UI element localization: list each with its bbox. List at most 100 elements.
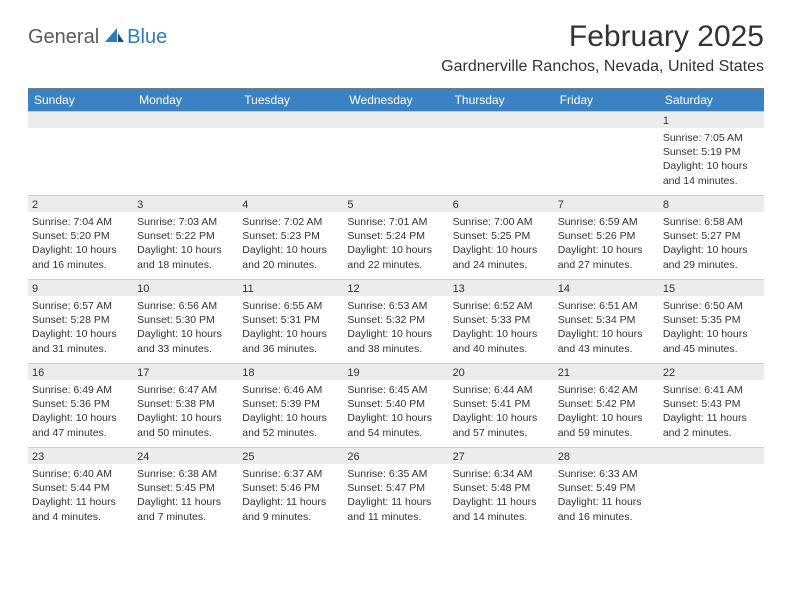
sunrise-text: Sunrise: 6:45 AM	[347, 383, 444, 397]
sunrise-text: Sunrise: 7:05 AM	[663, 131, 760, 145]
sunset-text: Sunset: 5:42 PM	[558, 397, 655, 411]
sunset-text: Sunset: 5:36 PM	[32, 397, 129, 411]
daylight-text: Daylight: 10 hours and 36 minutes.	[242, 327, 339, 355]
sunset-text: Sunset: 5:35 PM	[663, 313, 760, 327]
day-cell: 10Sunrise: 6:56 AMSunset: 5:30 PMDayligh…	[133, 279, 238, 363]
sunrise-text: Sunrise: 6:33 AM	[558, 467, 655, 481]
day-number: 9	[28, 279, 133, 296]
day-number: 1	[659, 111, 764, 128]
sunset-text: Sunset: 5:49 PM	[558, 481, 655, 495]
day-cell: 7Sunrise: 6:59 AMSunset: 5:26 PMDaylight…	[554, 195, 659, 279]
sunset-text: Sunset: 5:23 PM	[242, 229, 339, 243]
day-number: 11	[238, 279, 343, 296]
daylight-text: Daylight: 10 hours and 52 minutes.	[242, 411, 339, 439]
daylight-text: Daylight: 10 hours and 24 minutes.	[453, 243, 550, 271]
day-cell: 25Sunrise: 6:37 AMSunset: 5:46 PMDayligh…	[238, 447, 343, 531]
daylight-text: Daylight: 11 hours and 9 minutes.	[242, 495, 339, 523]
sunset-text: Sunset: 5:26 PM	[558, 229, 655, 243]
day-number: 10	[133, 279, 238, 296]
day-cell	[133, 111, 238, 195]
day-cell: 5Sunrise: 7:01 AMSunset: 5:24 PMDaylight…	[343, 195, 448, 279]
day-cell: 24Sunrise: 6:38 AMSunset: 5:45 PMDayligh…	[133, 447, 238, 531]
daylight-text: Daylight: 10 hours and 40 minutes.	[453, 327, 550, 355]
day-cell: 4Sunrise: 7:02 AMSunset: 5:23 PMDaylight…	[238, 195, 343, 279]
daylight-text: Daylight: 10 hours and 59 minutes.	[558, 411, 655, 439]
daylight-text: Daylight: 10 hours and 47 minutes.	[32, 411, 129, 439]
week-row: 2Sunrise: 7:04 AMSunset: 5:20 PMDaylight…	[28, 195, 764, 279]
daylight-text: Daylight: 10 hours and 18 minutes.	[137, 243, 234, 271]
sunset-text: Sunset: 5:43 PM	[663, 397, 760, 411]
day-cell: 27Sunrise: 6:34 AMSunset: 5:48 PMDayligh…	[449, 447, 554, 531]
day-cell: 19Sunrise: 6:45 AMSunset: 5:40 PMDayligh…	[343, 363, 448, 447]
day-cell: 26Sunrise: 6:35 AMSunset: 5:47 PMDayligh…	[343, 447, 448, 531]
day-number: 23	[28, 447, 133, 464]
sunrise-text: Sunrise: 7:02 AM	[242, 215, 339, 229]
sunrise-text: Sunrise: 6:40 AM	[32, 467, 129, 481]
sunrise-text: Sunrise: 6:35 AM	[347, 467, 444, 481]
day-cell: 3Sunrise: 7:03 AMSunset: 5:22 PMDaylight…	[133, 195, 238, 279]
day-number	[449, 111, 554, 128]
daylight-text: Daylight: 10 hours and 38 minutes.	[347, 327, 444, 355]
day-number: 7	[554, 195, 659, 212]
day-number: 28	[554, 447, 659, 464]
day-cell: 12Sunrise: 6:53 AMSunset: 5:32 PMDayligh…	[343, 279, 448, 363]
day-number: 13	[449, 279, 554, 296]
day-number: 22	[659, 363, 764, 380]
brand-logo: General Blue	[28, 20, 167, 49]
daylight-text: Daylight: 10 hours and 45 minutes.	[663, 327, 760, 355]
weeks-container: 1Sunrise: 7:05 AMSunset: 5:19 PMDaylight…	[28, 111, 764, 531]
day-cell: 8Sunrise: 6:58 AMSunset: 5:27 PMDaylight…	[659, 195, 764, 279]
month-title: February 2025	[441, 20, 764, 54]
day-cell: 17Sunrise: 6:47 AMSunset: 5:38 PMDayligh…	[133, 363, 238, 447]
sunrise-text: Sunrise: 6:59 AM	[558, 215, 655, 229]
weekday-header: Tuesday	[238, 93, 343, 107]
daylight-text: Daylight: 10 hours and 50 minutes.	[137, 411, 234, 439]
day-cell: 16Sunrise: 6:49 AMSunset: 5:36 PMDayligh…	[28, 363, 133, 447]
day-cell: 9Sunrise: 6:57 AMSunset: 5:28 PMDaylight…	[28, 279, 133, 363]
daylight-text: Daylight: 11 hours and 16 minutes.	[558, 495, 655, 523]
day-number: 18	[238, 363, 343, 380]
sunset-text: Sunset: 5:48 PM	[453, 481, 550, 495]
header: General Blue February 2025 Gardnerville …	[28, 20, 764, 76]
daylight-text: Daylight: 10 hours and 54 minutes.	[347, 411, 444, 439]
day-cell: 21Sunrise: 6:42 AMSunset: 5:42 PMDayligh…	[554, 363, 659, 447]
day-number: 21	[554, 363, 659, 380]
day-number: 5	[343, 195, 448, 212]
sunrise-text: Sunrise: 6:41 AM	[663, 383, 760, 397]
daylight-text: Daylight: 11 hours and 11 minutes.	[347, 495, 444, 523]
sunrise-text: Sunrise: 6:37 AM	[242, 467, 339, 481]
daylight-text: Daylight: 11 hours and 14 minutes.	[453, 495, 550, 523]
sunset-text: Sunset: 5:34 PM	[558, 313, 655, 327]
day-cell: 28 Sunrise: 6:33 AMSunset: 5:49 PMDayligh…	[554, 447, 659, 531]
day-cell: 22Sunrise: 6:41 AMSunset: 5:43 PMDayligh…	[659, 363, 764, 447]
sunset-text: Sunset: 5:38 PM	[137, 397, 234, 411]
weekday-header: Thursday	[449, 93, 554, 107]
day-number	[343, 111, 448, 128]
sunrise-text: Sunrise: 6:46 AM	[242, 383, 339, 397]
daylight-text: Daylight: 10 hours and 14 minutes.	[663, 159, 760, 187]
day-number: 8	[659, 195, 764, 212]
week-row: 16Sunrise: 6:49 AMSunset: 5:36 PMDayligh…	[28, 363, 764, 447]
sunrise-text: Sunrise: 6:58 AM	[663, 215, 760, 229]
daylight-text: Daylight: 10 hours and 33 minutes.	[137, 327, 234, 355]
day-cell: 20Sunrise: 6:44 AMSunset: 5:41 PMDayligh…	[449, 363, 554, 447]
day-cell: 2Sunrise: 7:04 AMSunset: 5:20 PMDaylight…	[28, 195, 133, 279]
daylight-text: Daylight: 11 hours and 4 minutes.	[32, 495, 129, 523]
daylight-text: Daylight: 10 hours and 43 minutes.	[558, 327, 655, 355]
sunset-text: Sunset: 5:28 PM	[32, 313, 129, 327]
day-cell	[343, 111, 448, 195]
day-number: 12	[343, 279, 448, 296]
day-number: 16	[28, 363, 133, 380]
sunset-text: Sunset: 5:30 PM	[137, 313, 234, 327]
sunset-text: Sunset: 5:19 PM	[663, 145, 760, 159]
sunset-text: Sunset: 5:24 PM	[347, 229, 444, 243]
day-number: 20	[449, 363, 554, 380]
daylight-text: Daylight: 10 hours and 20 minutes.	[242, 243, 339, 271]
location-subtitle: Gardnerville Ranchos, Nevada, United Sta…	[441, 58, 764, 76]
day-number: 15	[659, 279, 764, 296]
day-number: 6	[449, 195, 554, 212]
day-cell: 11Sunrise: 6:55 AMSunset: 5:31 PMDayligh…	[238, 279, 343, 363]
sunrise-text: Sunrise: 6:51 AM	[558, 299, 655, 313]
day-number	[659, 447, 764, 464]
day-cell: 18Sunrise: 6:46 AMSunset: 5:39 PMDayligh…	[238, 363, 343, 447]
